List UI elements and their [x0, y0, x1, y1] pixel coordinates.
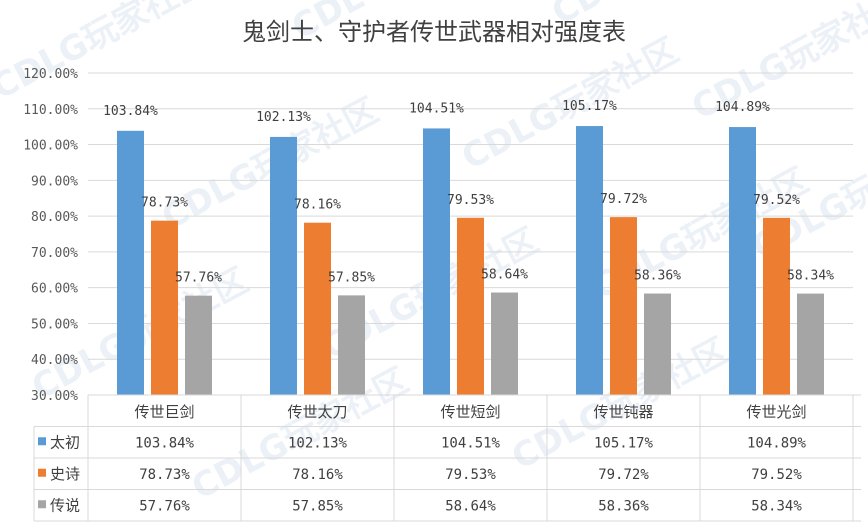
data-label: 104.89%: [715, 100, 770, 115]
legend-label: 太初: [50, 433, 80, 451]
legend-label: 史诗: [50, 465, 80, 483]
bars: [117, 126, 824, 396]
x-category-label: 传世太刀: [287, 403, 347, 421]
table-cell: 79.52%: [751, 467, 802, 483]
bar-史诗: [763, 217, 790, 395]
x-category-label: 传世短剑: [440, 403, 500, 421]
table-cell: 57.85%: [292, 498, 343, 514]
bar-传说: [338, 295, 365, 395]
bar-太初: [270, 136, 297, 396]
bar-太初: [423, 128, 450, 395]
watermark-text: CDLG玩家社区: [0, 0, 215, 108]
table-cell: 104.89%: [747, 435, 807, 451]
y-axis: 30.00% 40.00% 50.00% 60.00% 70.00% 80.00% 90.0…: [23, 67, 78, 404]
y-tick-label: 80.00%: [31, 210, 78, 225]
table-cell: 79.53%: [445, 467, 496, 483]
bar-史诗: [151, 220, 178, 395]
y-tick-label: 90.00%: [31, 174, 78, 189]
table-cell: 103.84%: [135, 435, 195, 451]
table-cell: 58.34%: [751, 498, 802, 514]
chart-title: 鬼剑士、守护者传世武器相对强度表: [242, 18, 626, 46]
y-tick-label: 50.00%: [31, 317, 78, 332]
x-category-label: 传世巨剑: [134, 403, 194, 421]
y-tick-label: 70.00%: [31, 246, 78, 261]
y-tick-label: 120.00%: [23, 67, 78, 82]
x-category-label: 传世光剑: [746, 403, 806, 421]
bar-太初: [729, 127, 756, 396]
data-label: 79.52%: [753, 193, 800, 208]
data-label: 57.85%: [328, 270, 375, 285]
bar-太初: [117, 130, 144, 395]
table-cell: 105.17%: [594, 435, 654, 451]
y-tick-label: 30.00%: [31, 389, 78, 404]
table-cell: 102.13%: [288, 435, 348, 451]
bar-传说: [185, 295, 212, 395]
data-label: 58.34%: [787, 269, 834, 284]
y-tick-label: 60.00%: [31, 282, 78, 297]
bar-史诗: [304, 222, 331, 395]
data-label: 79.53%: [447, 193, 494, 208]
data-label: 78.16%: [294, 198, 341, 213]
legend-label: 传说: [50, 496, 80, 514]
table-cell: 104.51%: [441, 435, 501, 451]
table-cell: 57.76%: [139, 498, 190, 514]
data-labels: 103.84% 102.13% 104.51% 105.17% 104.89% 78.73…: [103, 99, 834, 286]
y-tick-label: 100.00%: [23, 139, 78, 154]
bar-史诗: [457, 217, 484, 395]
data-label: 105.17%: [562, 99, 617, 114]
y-tick-label: 110.00%: [23, 103, 78, 118]
y-tick-label: 40.00%: [31, 353, 78, 368]
data-label: 78.73%: [141, 196, 188, 211]
legend-key-太初: [38, 437, 46, 446]
watermark-text: CDLG玩家社区: [185, 361, 415, 508]
data-label: 102.13%: [256, 110, 311, 125]
table-cell: 58.36%: [598, 498, 649, 514]
table-cell: 78.16%: [292, 467, 343, 483]
x-category-label: 传世钝器: [593, 403, 653, 421]
data-label: 58.36%: [634, 269, 681, 284]
bar-传说: [491, 292, 518, 395]
data-label: 57.76%: [175, 271, 222, 286]
data-label: 104.51%: [409, 101, 464, 116]
bar-史诗: [610, 217, 637, 395]
data-label: 79.72%: [600, 192, 647, 207]
legend-key-史诗: [38, 468, 46, 477]
table-cell: 79.72%: [598, 467, 649, 483]
legend-key-传说: [38, 500, 46, 509]
bar-太初: [576, 126, 603, 395]
bar-传说: [644, 293, 671, 395]
table-cell: 58.64%: [445, 498, 496, 514]
bar-传说: [797, 293, 824, 395]
data-label: 58.64%: [481, 268, 528, 283]
table-cell: 78.73%: [139, 467, 190, 483]
data-label: 103.84%: [103, 104, 158, 119]
